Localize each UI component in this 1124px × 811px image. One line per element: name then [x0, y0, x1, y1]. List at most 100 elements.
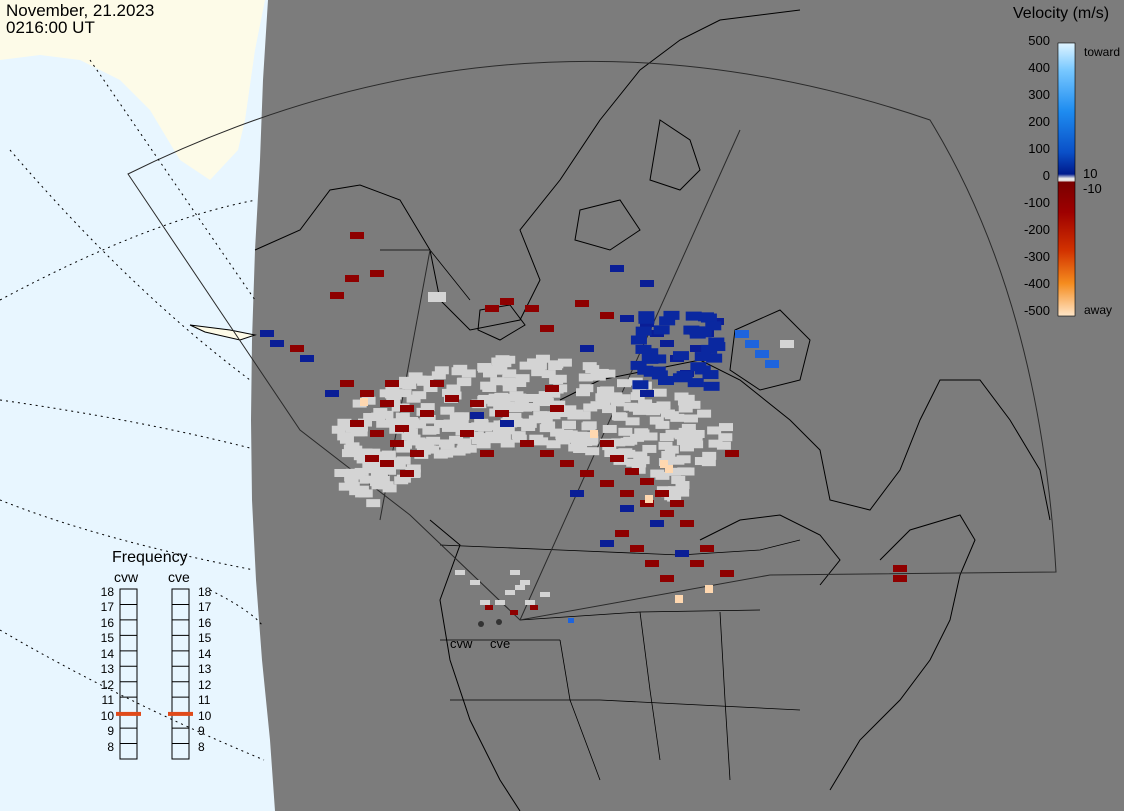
echo-cell — [655, 471, 670, 480]
echo-cell — [408, 372, 423, 381]
frequency-tick-label: 14 — [100, 646, 114, 661]
echo-cell — [626, 458, 641, 467]
echo-cell — [674, 431, 689, 440]
echo-cell — [675, 481, 690, 490]
frequency-tick-label: 17 — [198, 600, 212, 615]
echo-cell — [632, 406, 647, 415]
colorbar-away-label: away — [1084, 303, 1113, 317]
echo-cell — [550, 405, 564, 412]
echo-cell — [573, 445, 588, 454]
echo-cell — [340, 380, 354, 387]
echo-cell — [558, 429, 573, 438]
echo-cell — [613, 412, 628, 421]
echo-cell — [780, 340, 794, 348]
echo-cell — [675, 550, 689, 557]
echo-cell — [527, 358, 542, 367]
echo-cell — [557, 358, 572, 367]
echo-cell — [390, 440, 404, 447]
radar-site-cve — [496, 619, 502, 625]
echo-cell — [379, 481, 394, 490]
echo-cell — [718, 433, 733, 442]
echo-cell — [344, 478, 359, 487]
echo-cell — [455, 570, 465, 575]
echo-cell — [652, 388, 667, 397]
echo-cell — [425, 426, 440, 435]
echo-cell — [549, 376, 564, 385]
echo-cell — [678, 404, 693, 413]
echo-cell — [602, 424, 617, 433]
echo-cell — [449, 435, 464, 444]
frequency-tick-label: 13 — [100, 662, 114, 677]
echo-cell — [720, 570, 734, 577]
echo-cell — [531, 368, 546, 377]
echo-cell — [352, 399, 367, 408]
echo-cell — [645, 560, 659, 567]
echo-cell — [366, 462, 381, 471]
echo-cell — [270, 340, 284, 347]
echo-cell — [500, 439, 515, 448]
echo-cell — [661, 450, 676, 459]
echo-cell — [660, 510, 674, 517]
echo-cell — [655, 420, 670, 429]
echo-cell — [689, 440, 704, 449]
site-label-cve: cve — [490, 636, 511, 651]
echo-cell — [635, 344, 652, 354]
echo-cell — [397, 389, 412, 398]
echo-cell — [620, 505, 634, 512]
echo-cell — [670, 500, 684, 507]
frequency-marker-cvw — [116, 711, 141, 716]
echo-cell — [642, 444, 657, 453]
echo-cell — [330, 292, 344, 299]
echo-cell — [518, 403, 533, 412]
echo-cell — [640, 500, 654, 507]
night-region — [0, 0, 265, 180]
echo-cell — [601, 369, 616, 378]
echo-cell — [353, 423, 368, 432]
echo-cell — [585, 365, 600, 374]
frequency-tick-label: 11 — [101, 693, 114, 708]
echo-cell — [440, 406, 455, 415]
frequency-tick-label: 8 — [198, 739, 205, 754]
echo-cell — [464, 423, 479, 432]
echo-cell — [493, 402, 508, 411]
echo-cell — [477, 395, 492, 404]
echo-cell — [676, 437, 691, 446]
echo-cell — [545, 385, 559, 392]
echo-cell — [658, 441, 673, 450]
echo-cell — [376, 419, 391, 428]
echo-cell — [469, 431, 484, 440]
echo-cell — [655, 490, 669, 497]
echo-cell — [350, 420, 364, 427]
echo-cells — [260, 232, 907, 623]
echo-cell — [660, 340, 674, 347]
colorbar-tick-label: -10 — [1083, 181, 1102, 196]
echo-cell — [351, 471, 366, 480]
echo-cell — [735, 330, 749, 338]
echo-cell — [520, 580, 530, 585]
echo-cell — [618, 427, 633, 436]
echo-cell — [664, 411, 679, 420]
echo-cell — [345, 275, 359, 282]
echo-cell — [571, 438, 586, 447]
echo-cell — [451, 367, 466, 376]
echo-cell — [290, 345, 304, 352]
echo-cell — [638, 399, 653, 408]
echo-cell — [676, 371, 693, 381]
echo-cell — [423, 384, 438, 393]
echo-cell — [549, 360, 564, 369]
echo-cell — [630, 392, 645, 401]
echo-cell — [625, 417, 640, 426]
echo-cell — [420, 415, 435, 424]
frequency-tick-label: 12 — [100, 677, 114, 692]
radar-site-cvw — [478, 621, 484, 627]
echo-cell — [640, 478, 654, 485]
echo-cell — [471, 436, 486, 445]
frequency-tick-label: 15 — [100, 631, 114, 646]
frequency-tick-label: 9 — [107, 724, 114, 739]
date-label: November, 21.2023 — [6, 1, 155, 20]
echo-cell — [562, 405, 577, 414]
echo-cell — [502, 369, 517, 378]
frequency-tick-label: 13 — [198, 662, 212, 677]
echo-cell — [365, 455, 379, 462]
echo-cell — [363, 413, 378, 422]
